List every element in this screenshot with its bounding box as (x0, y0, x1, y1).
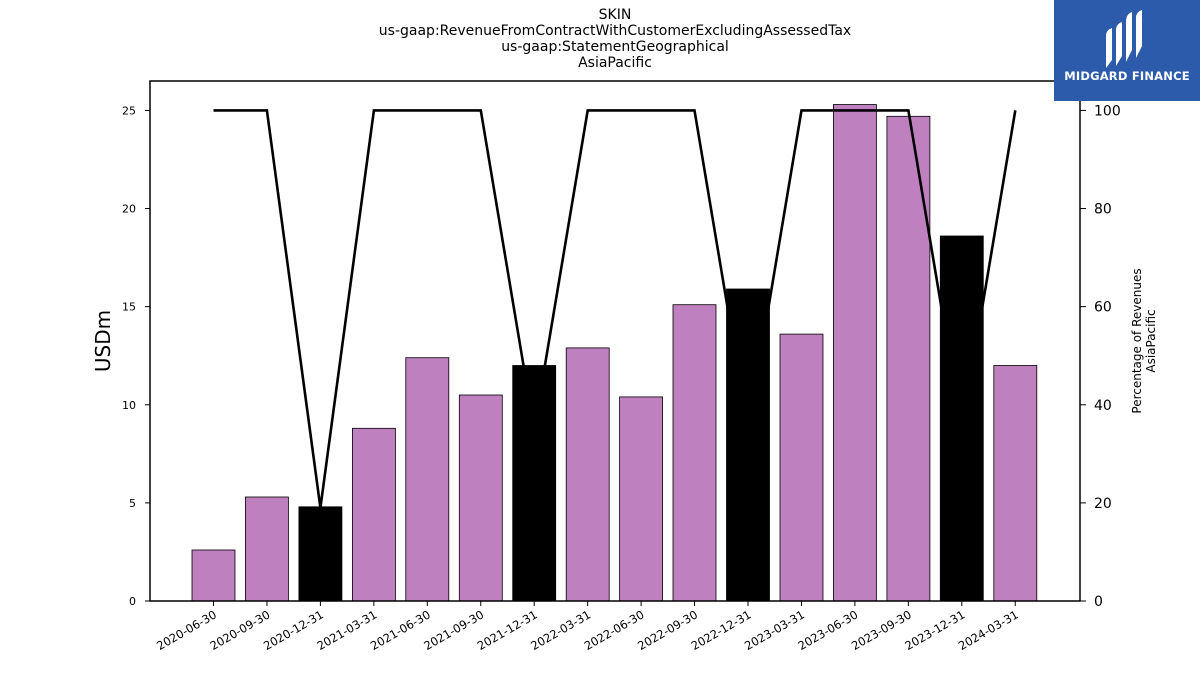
bar-2023-03-31 (779, 333, 824, 602)
bar-2023-09-30 (886, 115, 931, 602)
title-line-1: SKIN (598, 7, 632, 23)
y2-tick-label: 20 (1094, 496, 1112, 512)
x-tick-label: 2022-12-31 (689, 607, 754, 653)
x-tick-label: 2020-09-30 (208, 607, 273, 653)
x-tick-label: 2024-03-31 (956, 607, 1021, 653)
bar-2022-06-30 (619, 396, 663, 602)
x-tick-label: 2021-06-30 (368, 607, 433, 653)
x-tick-label: 2021-09-30 (421, 607, 486, 653)
x-tick-label: 2023-06-30 (796, 607, 861, 653)
y2-tick-label: 80 (1094, 202, 1112, 218)
y2-axis-label-line-1: Percentage of Revenues (1130, 268, 1144, 413)
x-tick-label: 2021-12-31 (475, 607, 540, 653)
y2-tick-label: 40 (1094, 398, 1112, 414)
y2-tick-label: 100 (1094, 103, 1121, 119)
x-tick-label: 2021-03-31 (314, 607, 379, 653)
title-line-3: us-gaap:StatementGeographical (501, 39, 729, 55)
percentage-line (213, 109, 1017, 508)
bar-2022-03-31 (565, 347, 610, 602)
bar-2020-06-30 (191, 549, 236, 602)
x-tick-label: 2020-06-30 (154, 607, 219, 653)
y2-axis-label-line-2: AsiaPacific (1144, 309, 1158, 372)
bar-2020-09-30 (244, 496, 289, 602)
bar-2023-12-31 (939, 235, 984, 602)
x-tick-label: 2023-03-31 (742, 607, 807, 653)
logo-mark-icon (1106, 10, 1142, 68)
x-tick-label: 2023-09-30 (849, 607, 914, 653)
y-tick-label: 15 (122, 301, 136, 314)
title-line-4: AsiaPacific (578, 55, 652, 71)
x-tick-label: 2022-06-30 (582, 607, 647, 653)
y2-tick-label: 60 (1094, 300, 1112, 316)
line-layer (213, 109, 1017, 508)
x-tick-label: 2022-03-31 (528, 607, 593, 653)
bar-2022-09-30 (672, 304, 717, 602)
bar-2023-06-30 (833, 104, 877, 602)
plot-frame (149, 80, 1081, 602)
bars-layer (191, 104, 1038, 602)
y-tick-label: 20 (122, 203, 136, 216)
bar-2021-03-31 (351, 427, 396, 602)
midgard-finance-logo: MIDGARD FINANCE (1054, 0, 1200, 101)
bar-2020-12-31 (298, 506, 343, 602)
y-axis-label: USDm (91, 310, 115, 372)
y-tick-label: 5 (129, 497, 136, 510)
y-tick-label: 25 (122, 104, 136, 117)
title-line-2: us-gaap:RevenueFromContractWithCustomerE… (378, 23, 852, 39)
chart-title: SKIN us-gaap:RevenueFromContractWithCust… (300, 7, 930, 71)
x-tick-label: 2020-12-31 (261, 607, 326, 653)
y-tick-label: 0 (129, 595, 136, 608)
bar-2021-12-31 (512, 365, 557, 602)
y-tick-label: 10 (122, 399, 136, 412)
bar-2021-06-30 (405, 357, 450, 602)
x-tick-label: 2022-09-30 (635, 607, 700, 653)
bar-2024-03-31 (993, 365, 1038, 602)
y2-tick-label: 0 (1094, 594, 1103, 610)
bar-2021-09-30 (458, 394, 503, 602)
logo-text: MIDGARD FINANCE (1064, 69, 1190, 83)
x-tick-label: 2023-12-31 (902, 607, 967, 653)
